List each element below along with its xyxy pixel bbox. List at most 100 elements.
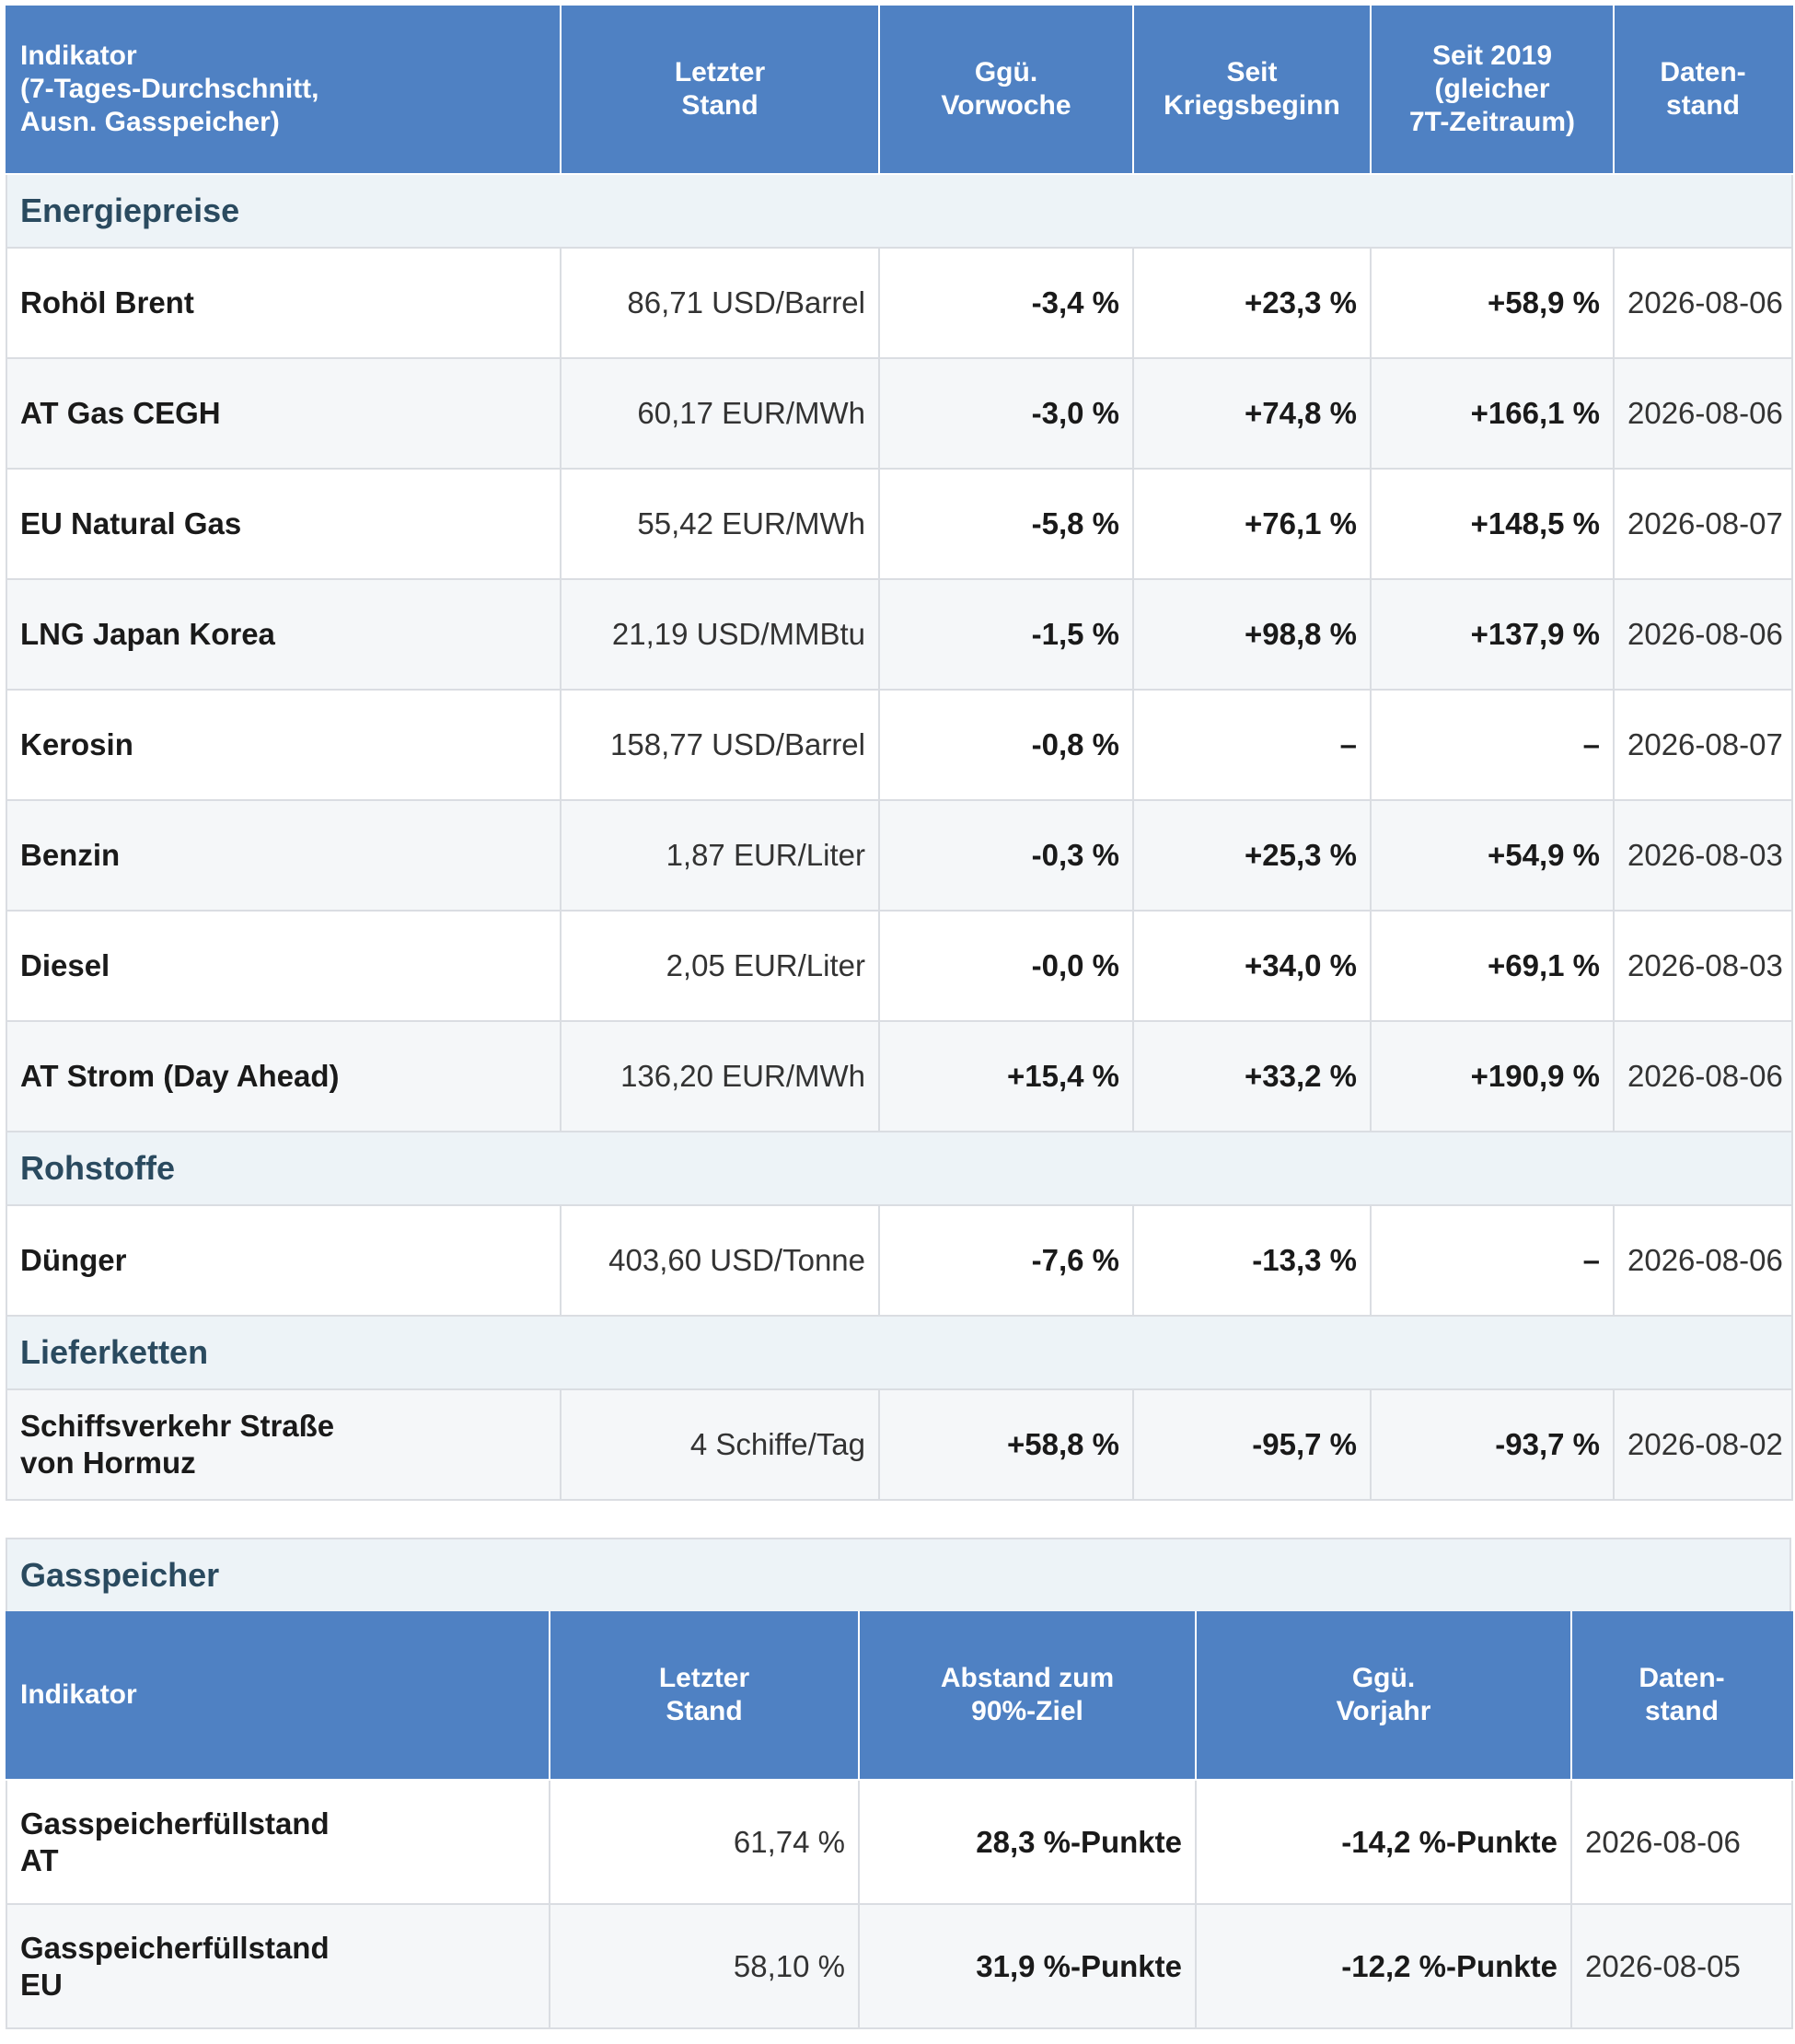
section-row-rohstoffe: Rohstoffe [6, 1131, 1793, 1206]
last-value: 55,42 EUR/MWh [560, 468, 880, 580]
table-row: EU Natural Gas 55,42 EUR/MWh -5,8 % +76,… [6, 468, 1793, 580]
indicator-name-line: Schiffsverkehr Straße [20, 1409, 335, 1443]
header-since-war[interactable]: Seit Kriegsbeginn [1132, 6, 1372, 175]
table-row: Rohöl Brent 86,71 USD/Barrel -3,4 % +23,… [6, 247, 1793, 359]
gap-to-target: 31,9 %-Punkte [858, 1903, 1197, 2029]
header-vs-prev-week[interactable]: Ggü. Vorwoche [878, 6, 1134, 175]
change-vs-prev-year: -12,2 %-Punkte [1195, 1903, 1572, 2029]
change-vs-prev-week: -0,0 % [878, 910, 1134, 1022]
indicator-name: Benzin [6, 799, 562, 912]
change-since-2019: – [1370, 689, 1615, 801]
data-date: 2026-08-06 [1613, 357, 1793, 470]
indicator-name-line: EU [20, 1967, 63, 2002]
change-since-war: +33,2 % [1132, 1020, 1372, 1132]
header-line: Daten- [1639, 1663, 1725, 1693]
header-line: Abstand zum [940, 1663, 1115, 1693]
indicator-name: AT Strom (Day Ahead) [6, 1020, 562, 1132]
last-value: 61,74 % [549, 1779, 860, 1905]
header-vs-prev-year[interactable]: Ggü. Vorjahr [1195, 1611, 1572, 1781]
header-line: Stand [666, 1696, 743, 1726]
change-vs-prev-week: -7,6 % [878, 1204, 1134, 1317]
last-value: 58,10 % [549, 1903, 860, 2029]
header-since-2019[interactable]: Seit 2019 (gleicher 7T-Zeitraum) [1370, 6, 1615, 175]
data-date: 2026-08-06 [1613, 247, 1793, 359]
indicator-name: Diesel [6, 910, 562, 1022]
header-indicator-line: Indikator [20, 41, 137, 71]
change-since-war: +74,8 % [1132, 357, 1372, 470]
change-since-war: +34,0 % [1132, 910, 1372, 1022]
change-since-war: +23,3 % [1132, 247, 1372, 359]
indicator-name: AT Gas CEGH [6, 357, 562, 470]
change-since-war: +76,1 % [1132, 468, 1372, 580]
header-line: (gleicher [1434, 74, 1550, 104]
table-spacer [6, 1501, 1791, 1538]
header-line: 7T-Zeitraum) [1408, 107, 1576, 137]
table-row: Kerosin 158,77 USD/Barrel -0,8 % – – 202… [6, 689, 1793, 801]
section-row-lieferketten: Lieferketten [6, 1315, 1793, 1390]
data-date: 2026-08-05 [1570, 1903, 1793, 2029]
indicator-name: Kerosin [6, 689, 562, 801]
change-since-war: – [1132, 689, 1372, 801]
header-gap-to-target[interactable]: Abstand zum 90%-Ziel [858, 1611, 1197, 1781]
indicator-name: Dünger [6, 1204, 562, 1317]
header-line: Ggü. [974, 57, 1038, 87]
gas-storage-table: Indikator Letzter Stand Abstand zum 90%-… [6, 1611, 1793, 2029]
header-line: Vorwoche [941, 90, 1071, 121]
last-value: 1,87 EUR/Liter [560, 799, 880, 912]
data-date: 2026-08-06 [1613, 1020, 1793, 1132]
header-line: stand [1665, 90, 1740, 121]
table-row: AT Gas CEGH 60,17 EUR/MWh -3,0 % +74,8 %… [6, 357, 1793, 470]
last-value: 86,71 USD/Barrel [560, 247, 880, 359]
header-line: Ggü. [1351, 1663, 1416, 1693]
change-since-war: -13,3 % [1132, 1204, 1372, 1317]
indicator-table: Indikator (7-Tages-Durchschnitt, Ausn. G… [6, 6, 1793, 1501]
indicator-name: Rohöl Brent [6, 247, 562, 359]
table-row: Diesel 2,05 EUR/Liter -0,0 % +34,0 % +69… [6, 910, 1793, 1022]
header-line: 90%-Ziel [971, 1696, 1083, 1726]
header-data-date[interactable]: Daten- stand [1570, 1611, 1793, 1781]
header-line: Vorjahr [1336, 1696, 1431, 1726]
section-title: Rohstoffe [6, 1131, 1793, 1206]
indicator-name: LNG Japan Korea [6, 578, 562, 691]
data-date: 2026-08-07 [1613, 468, 1793, 580]
change-since-war: +25,3 % [1132, 799, 1372, 912]
table-header: Indikator (7-Tages-Durchschnitt, Ausn. G… [6, 6, 1793, 175]
change-vs-prev-week: -0,3 % [878, 799, 1134, 912]
indicator-name-line: Gasspeicherfüllstand [20, 1806, 330, 1841]
data-date: 2026-08-02 [1613, 1388, 1793, 1501]
header-line: Stand [681, 90, 759, 121]
header-line: Kriegsbeginn [1164, 90, 1340, 121]
change-since-war: +98,8 % [1132, 578, 1372, 691]
last-value: 403,60 USD/Tonne [560, 1204, 880, 1317]
header-line: Letzter [658, 1663, 750, 1693]
last-value: 4 Schiffe/Tag [560, 1388, 880, 1501]
indicator-name: Gasspeicherfüllstand EU [6, 1903, 550, 2029]
header-indicator[interactable]: Indikator (7-Tages-Durchschnitt, Ausn. G… [6, 6, 562, 175]
data-date: 2026-08-06 [1613, 1204, 1793, 1317]
indicator-name-line: von Hormuz [20, 1446, 196, 1480]
change-vs-prev-week: +15,4 % [878, 1020, 1134, 1132]
header-line: Seit [1226, 57, 1278, 87]
section-title: Lieferketten [6, 1315, 1793, 1390]
header-indicator-line: Ausn. Gasspeicher) [20, 107, 280, 137]
indicator-name: EU Natural Gas [6, 468, 562, 580]
header-last-value[interactable]: Letzter Stand [549, 1611, 860, 1781]
header-indicator-line: (7-Tages-Durchschnitt, [20, 74, 319, 104]
section-row-energiepreise: Energiepreise [6, 173, 1793, 249]
last-value: 21,19 USD/MMBtu [560, 578, 880, 691]
table-row: LNG Japan Korea 21,19 USD/MMBtu -1,5 % +… [6, 578, 1793, 691]
change-since-2019: – [1370, 1204, 1615, 1317]
header-indicator[interactable]: Indikator [6, 1611, 550, 1781]
data-date: 2026-08-07 [1613, 689, 1793, 801]
indicator-dashboard: Indikator (7-Tages-Durchschnitt, Ausn. G… [6, 6, 1793, 2029]
header-data-date[interactable]: Daten- stand [1613, 6, 1793, 175]
header-line: Seit 2019 [1431, 41, 1553, 71]
change-vs-prev-week: -1,5 % [878, 578, 1134, 691]
header-line: stand [1644, 1696, 1719, 1726]
indicator-name-line: Gasspeicherfüllstand [20, 1930, 330, 1965]
header-last-value[interactable]: Letzter Stand [560, 6, 880, 175]
table-row: Dünger 403,60 USD/Tonne -7,6 % -13,3 % –… [6, 1204, 1793, 1317]
table-row: Benzin 1,87 EUR/Liter -0,3 % +25,3 % +54… [6, 799, 1793, 912]
change-vs-prev-week: -5,8 % [878, 468, 1134, 580]
last-value: 60,17 EUR/MWh [560, 357, 880, 470]
